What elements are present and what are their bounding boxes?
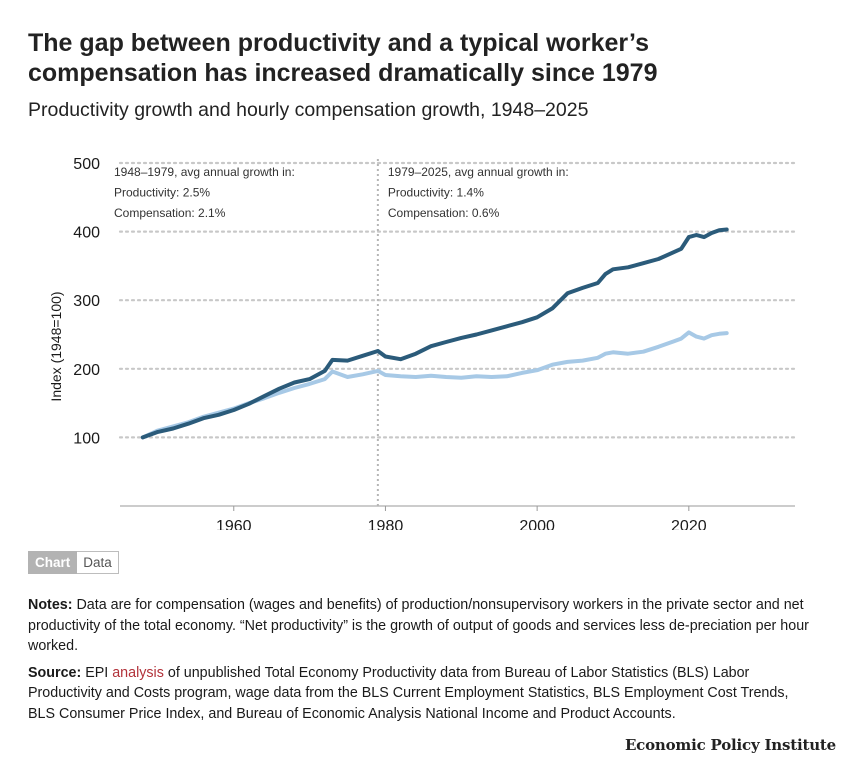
- x-tick-label: 2000: [519, 518, 555, 530]
- y-tick-label: 400: [73, 225, 100, 242]
- notes-section: Notes: Data are for compensation (wages …: [28, 595, 818, 730]
- brand-logo: Economic Policy Institute: [624, 736, 836, 754]
- tab-data[interactable]: Data: [77, 551, 119, 574]
- chart-subtitle: Productivity growth and hourly compensat…: [28, 99, 589, 121]
- productivity-line: [140, 227, 729, 440]
- y-tick-label: 200: [73, 362, 100, 379]
- x-tick-label: 1960: [216, 518, 252, 530]
- x-tick-label: 1980: [368, 518, 404, 530]
- compensation-line: [140, 330, 729, 440]
- y-tick-label: 100: [73, 430, 100, 447]
- y-tick-label: 500: [73, 156, 100, 173]
- source-label: Source:: [28, 664, 82, 681]
- line-chart: 100 200 300 400 500 1960 1980 2000 2020 Index (19…: [48, 156, 797, 530]
- annotation-text: 1979–2025, avg annual growth in:: [388, 165, 569, 179]
- notes-text: Data are for compensation (wages and ben…: [28, 597, 809, 654]
- source-text: of unpublished Total Economy Productivit…: [28, 664, 789, 722]
- notes-paragraph: Notes: Data are for compensation (wages …: [28, 595, 818, 657]
- annotation-text: Compensation: 2.1%: [114, 206, 226, 220]
- annotation-text: 1948–1979, avg annual growth in:: [114, 165, 295, 179]
- chart-title: The gap between productivity and a typic…: [28, 29, 658, 87]
- x-tick-label: 2020: [671, 518, 707, 530]
- source-paragraph: Source: EPI analysis of unpublished Tota…: [28, 663, 818, 725]
- y-axis-label: Index (1948=100): [48, 291, 64, 401]
- tab-chart[interactable]: Chart: [28, 551, 78, 574]
- annotation-text: Productivity: 2.5%: [114, 186, 210, 200]
- source-prefix: EPI: [81, 664, 113, 681]
- y-tick-label: 300: [73, 293, 100, 310]
- analysis-link[interactable]: analysis: [112, 664, 164, 681]
- view-tabs: Chart Data: [28, 551, 119, 574]
- annotation-text: Productivity: 1.4%: [388, 186, 484, 200]
- annotation-text: Compensation: 0.6%: [388, 206, 500, 220]
- notes-label: Notes:: [28, 597, 73, 613]
